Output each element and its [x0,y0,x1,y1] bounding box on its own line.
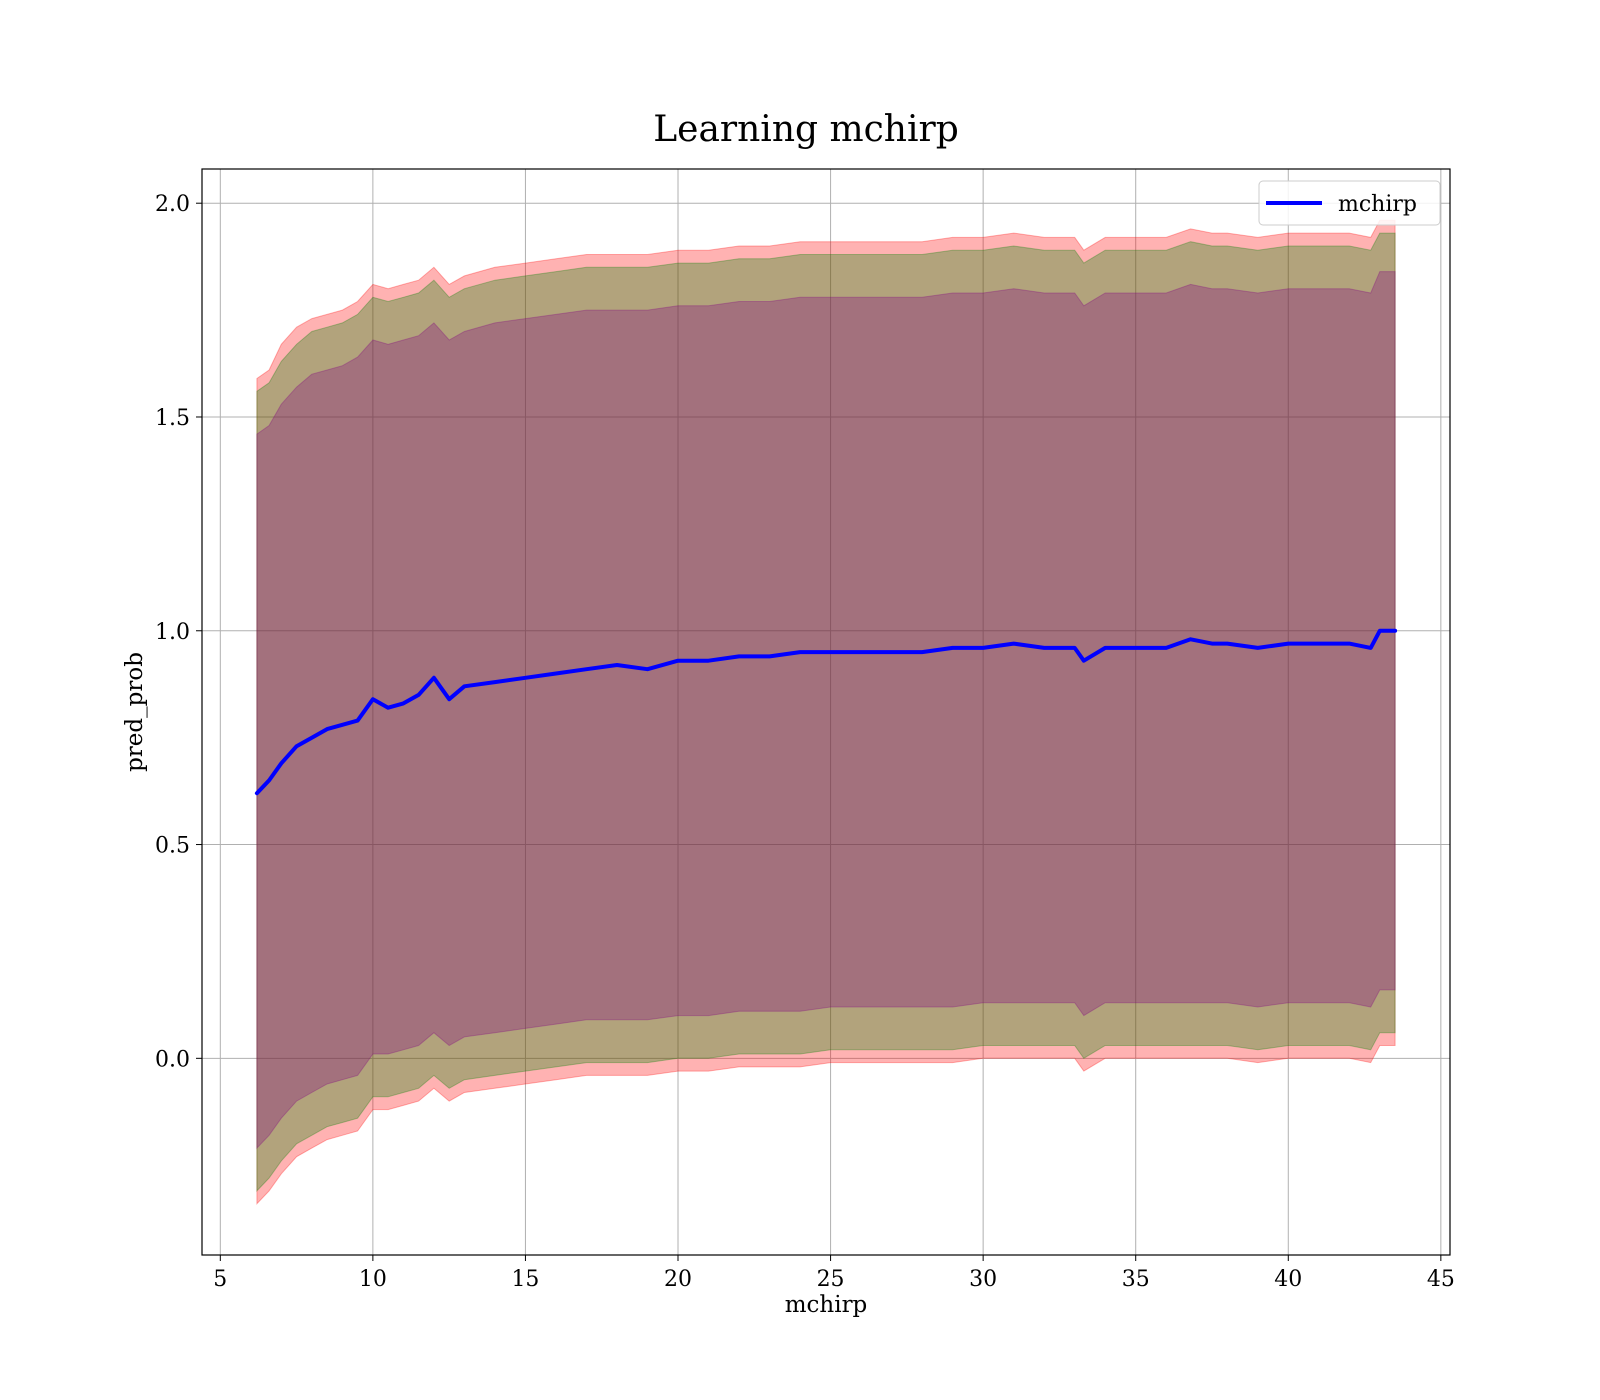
x-axis-label: mchirp [785,1292,868,1318]
series-lines [254,628,1398,796]
plot-background [202,169,1450,1255]
y-axis-ticks: 0.0 0.5 1.0 1.5 2.0 [155,192,202,1072]
y-axis-label: pred_prob [122,652,148,772]
x-tick-label: 10 [359,1267,387,1292]
y-tick-label: 0.0 [155,1047,190,1072]
x-tick-label: 20 [664,1267,692,1292]
legend-label-mchirp: mchirp [1338,192,1417,217]
y-tick-label: 0.5 [155,834,190,859]
legend-box [1258,180,1441,226]
band-2 [256,232,1396,1193]
band-3 [256,271,1396,1150]
plot-frame [201,168,1451,1256]
x-tick-label: 15 [511,1267,539,1292]
grid [202,169,1450,1255]
x-tick-label: 45 [1427,1267,1455,1292]
x-tick-label: 40 [1274,1267,1302,1292]
band-1 [256,219,1396,1205]
bands [256,219,1396,1205]
y-tick-label: 1.5 [155,406,190,431]
x-tick-label: 5 [213,1267,227,1292]
plot-area [201,168,1451,1256]
x-tick-label: 35 [1122,1267,1150,1292]
x-tick-label: 30 [969,1267,997,1292]
chart-title: Learning mchirp [653,109,959,150]
legend: mchirp [1258,180,1441,226]
y-tick-label: 1.0 [155,620,190,645]
y-tick-label: 2.0 [155,192,190,217]
series-line-mchirp [254,628,1398,796]
x-tick-label: 25 [817,1267,845,1292]
x-axis-ticks: 5 10 15 20 25 30 35 40 45 [213,1255,1455,1292]
